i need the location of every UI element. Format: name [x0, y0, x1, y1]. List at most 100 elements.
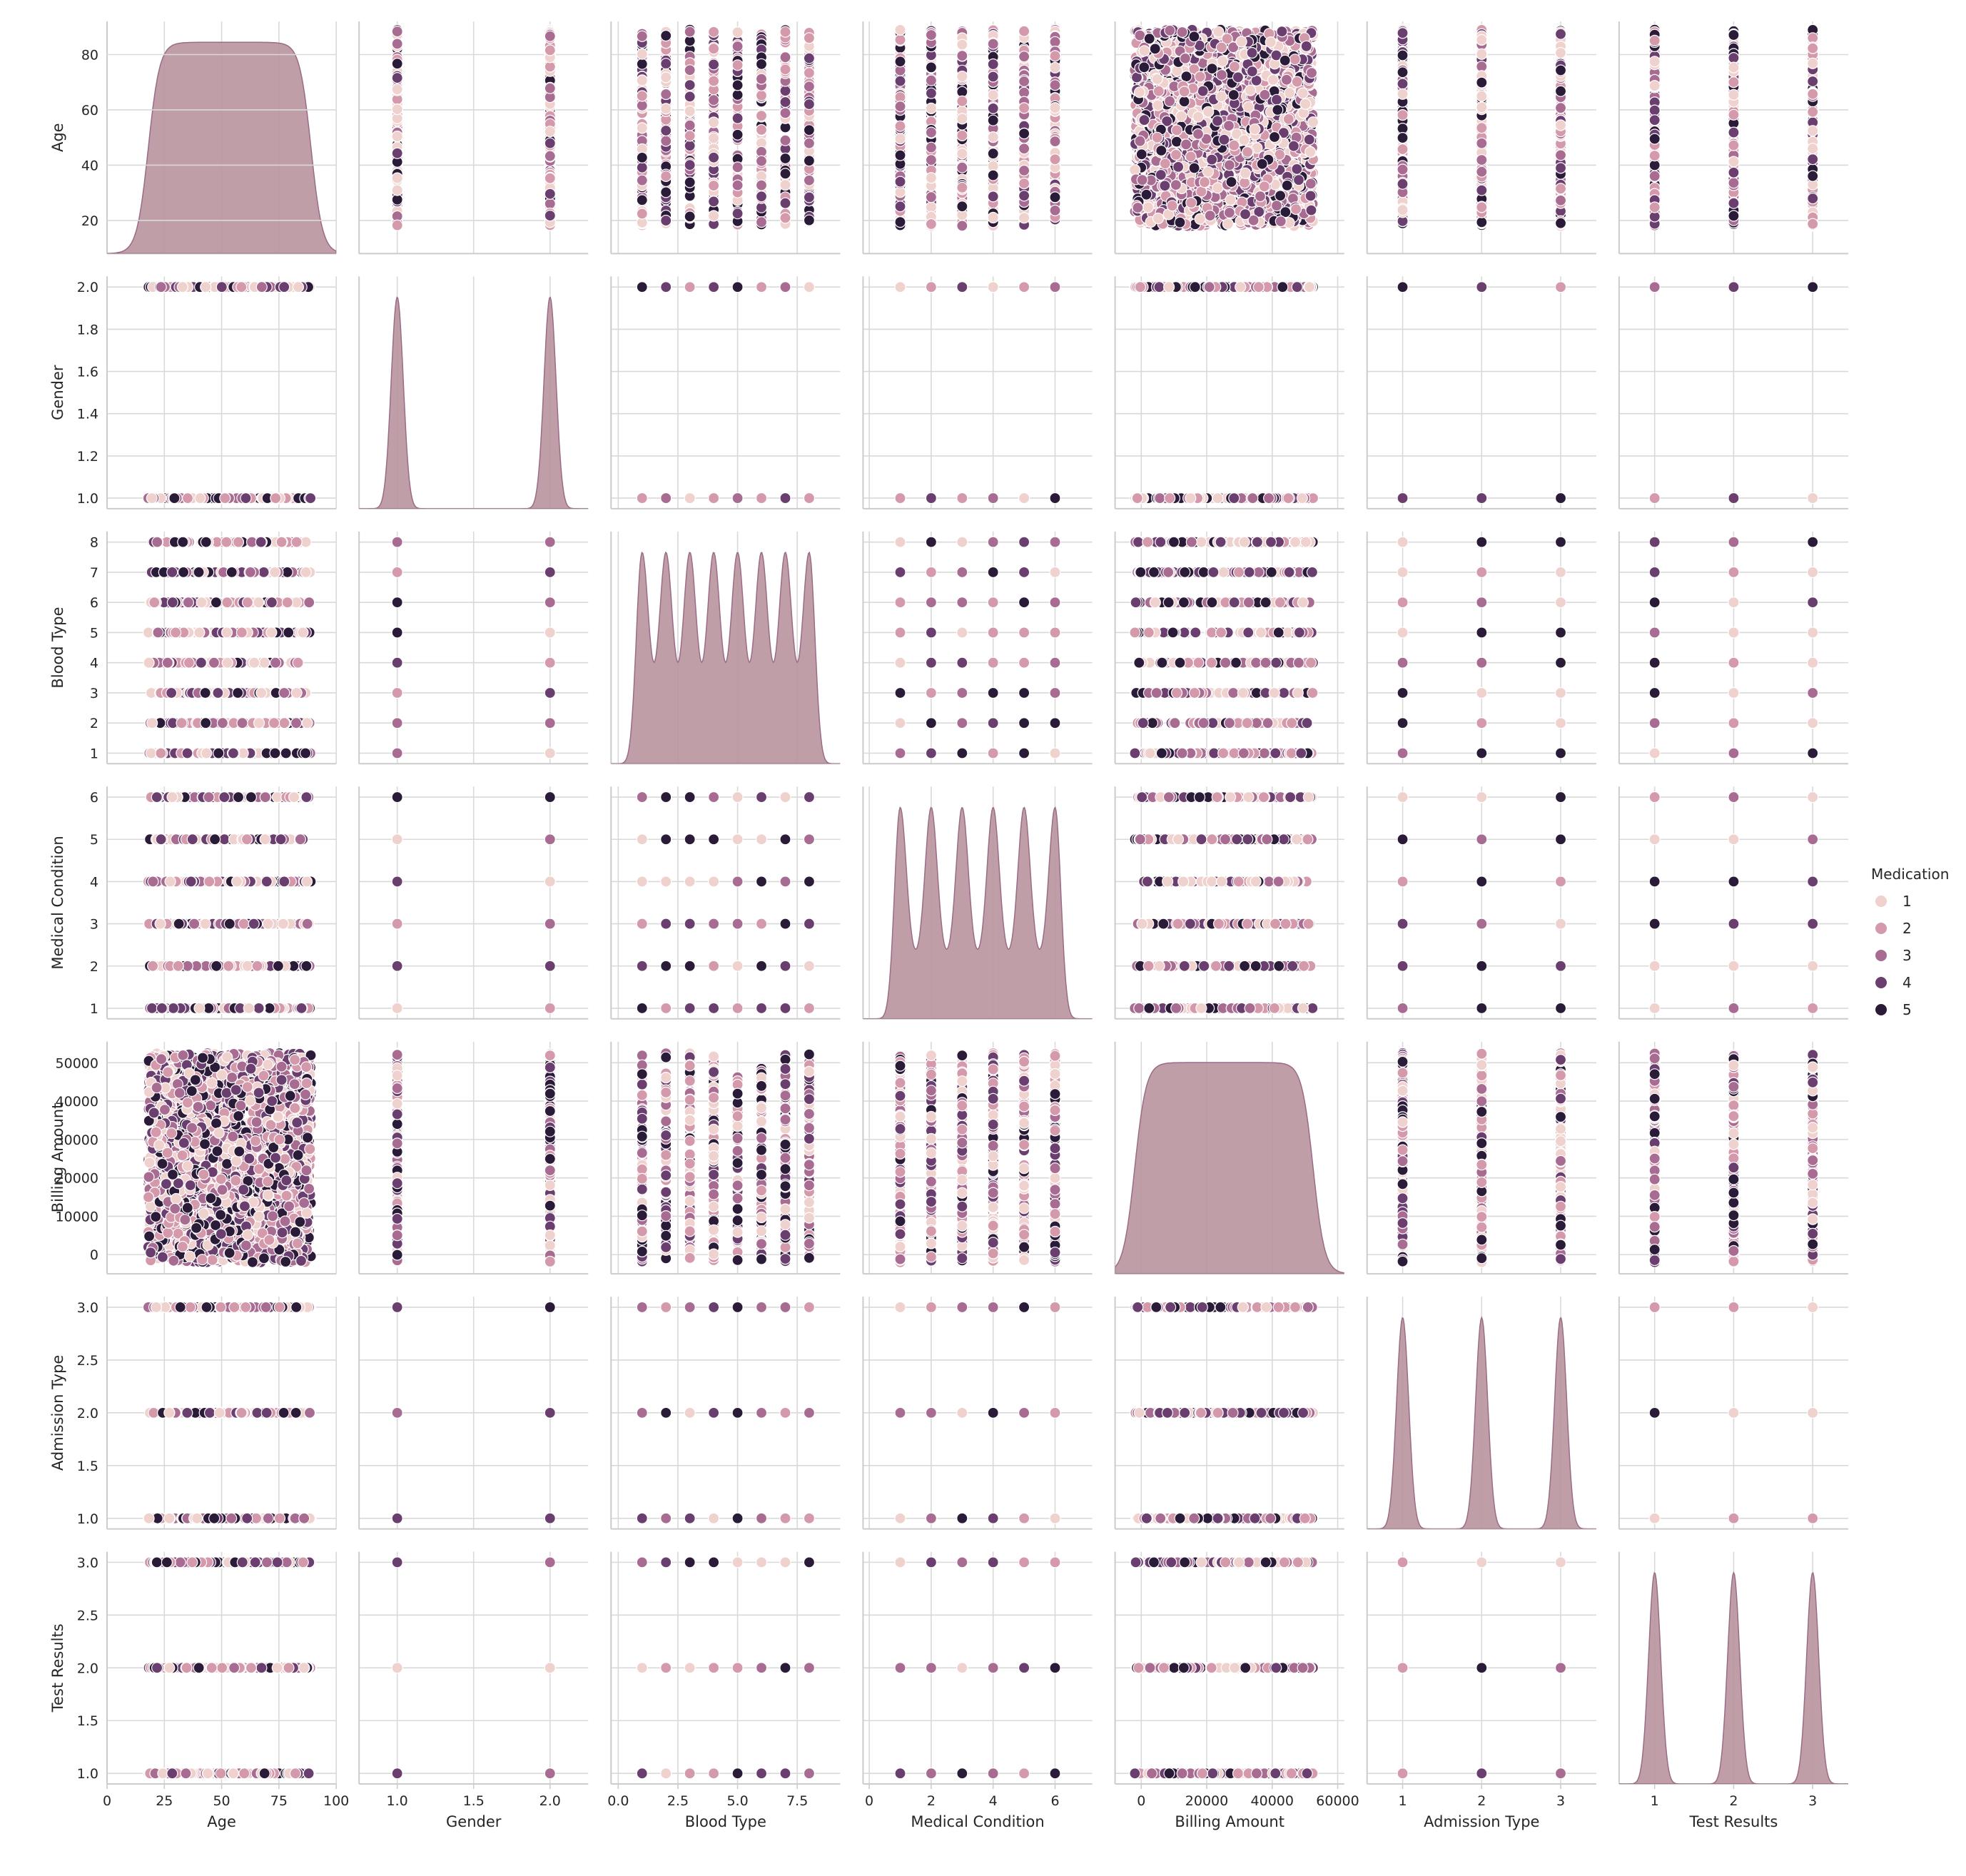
scatter-point	[988, 71, 998, 82]
scatter-point	[392, 148, 402, 158]
scatter-point	[392, 59, 402, 69]
scatter-point	[709, 26, 719, 37]
scatter-point	[1160, 181, 1170, 191]
subplot-age-vs-gender	[359, 21, 588, 253]
plot-area	[895, 24, 1060, 231]
scatter-point	[1305, 147, 1316, 158]
scatter-point	[1289, 54, 1300, 65]
scatter-point	[804, 125, 814, 136]
scatter-point	[895, 176, 906, 187]
scatter-point	[684, 177, 695, 188]
scatter-point	[957, 182, 968, 193]
scatter-point	[1167, 201, 1177, 211]
scatter-point	[392, 84, 402, 95]
scatter-point	[1216, 91, 1227, 102]
scatter-point	[756, 180, 767, 191]
scatter-point	[895, 217, 906, 228]
scatter-point	[1181, 71, 1192, 82]
scatter-point	[1275, 191, 1286, 201]
scatter-point	[1250, 124, 1260, 135]
scatter-point	[895, 76, 906, 86]
scatter-point	[1226, 177, 1237, 188]
scatter-point	[1243, 101, 1254, 112]
scatter-point	[1133, 203, 1143, 213]
scatter-point	[756, 59, 767, 69]
scatter-point	[957, 130, 968, 141]
scatter-point	[988, 115, 998, 126]
scatter-point	[1156, 146, 1167, 156]
scatter-point	[661, 31, 672, 41]
scatter-point	[895, 201, 906, 212]
scatter-point	[684, 211, 695, 222]
scatter-point	[1050, 192, 1060, 203]
scatter-point	[1224, 208, 1235, 218]
scatter-point	[756, 73, 767, 84]
scatter-point	[1139, 46, 1150, 56]
subplot-age-vs-medical-condition	[863, 21, 1092, 253]
scatter-point	[957, 162, 968, 173]
scatter-point	[1308, 117, 1319, 128]
scatter-point	[1297, 88, 1308, 98]
scatter-point	[957, 113, 968, 124]
scatter-point	[1213, 26, 1224, 37]
scatter-point	[661, 72, 672, 83]
scatter-point	[1185, 151, 1196, 162]
scatter-point	[709, 76, 719, 86]
scatter-point	[732, 208, 743, 219]
scatter-point	[544, 151, 555, 161]
plot-area	[637, 24, 814, 230]
scatter-point	[1224, 121, 1235, 131]
scatter-point	[1175, 217, 1185, 228]
scatter-point	[780, 97, 791, 108]
scatter-point	[1230, 61, 1240, 72]
scatter-point	[1216, 42, 1227, 53]
scatter-point	[732, 180, 743, 191]
scatter-point	[661, 103, 672, 114]
scatter-point	[926, 192, 936, 203]
scatter-point	[1245, 85, 1256, 96]
scatter-point	[988, 170, 998, 181]
y-tick-label: 20	[81, 213, 98, 229]
scatter-point	[1270, 132, 1280, 143]
y-tick-label: 60	[81, 103, 98, 118]
scatter-point	[957, 51, 968, 61]
scatter-point	[1050, 154, 1060, 165]
scatter-point	[1172, 125, 1182, 136]
scatter-point	[1229, 140, 1240, 151]
scatter-point	[1205, 211, 1215, 221]
scatter-point	[1050, 51, 1060, 61]
scatter-point	[732, 41, 743, 52]
scatter-point	[732, 162, 743, 173]
scatter-point	[1195, 71, 1205, 82]
scatter-point	[1180, 53, 1190, 64]
scatter-point	[1195, 213, 1205, 224]
scatter-point	[1152, 73, 1162, 84]
scatter-point	[926, 219, 936, 230]
scatter-point	[1152, 100, 1163, 111]
scatter-point	[637, 175, 647, 186]
scatter-point	[1155, 170, 1166, 181]
scatter-point	[926, 142, 936, 153]
scatter-point	[1304, 134, 1314, 145]
scatter-point	[1272, 94, 1282, 105]
scatter-point	[1272, 105, 1283, 116]
scatter-point	[1240, 168, 1251, 178]
scatter-point	[895, 34, 906, 45]
scatter-point	[957, 220, 968, 231]
scatter-point	[780, 64, 791, 75]
scatter-point	[709, 117, 719, 128]
scatter-point	[804, 81, 814, 92]
scatter-point	[756, 90, 767, 101]
scatter-point	[804, 192, 814, 203]
scatter-point	[1050, 103, 1060, 113]
scatter-point	[957, 39, 968, 50]
plot-area	[1397, 24, 1566, 231]
scatter-point	[1179, 86, 1190, 97]
scatter-point	[780, 153, 791, 164]
scatter-point	[1139, 62, 1150, 73]
scatter-point	[1240, 209, 1251, 220]
scatter-point	[1247, 66, 1257, 77]
scatter-point	[780, 180, 791, 191]
scatter-point	[1285, 88, 1295, 98]
